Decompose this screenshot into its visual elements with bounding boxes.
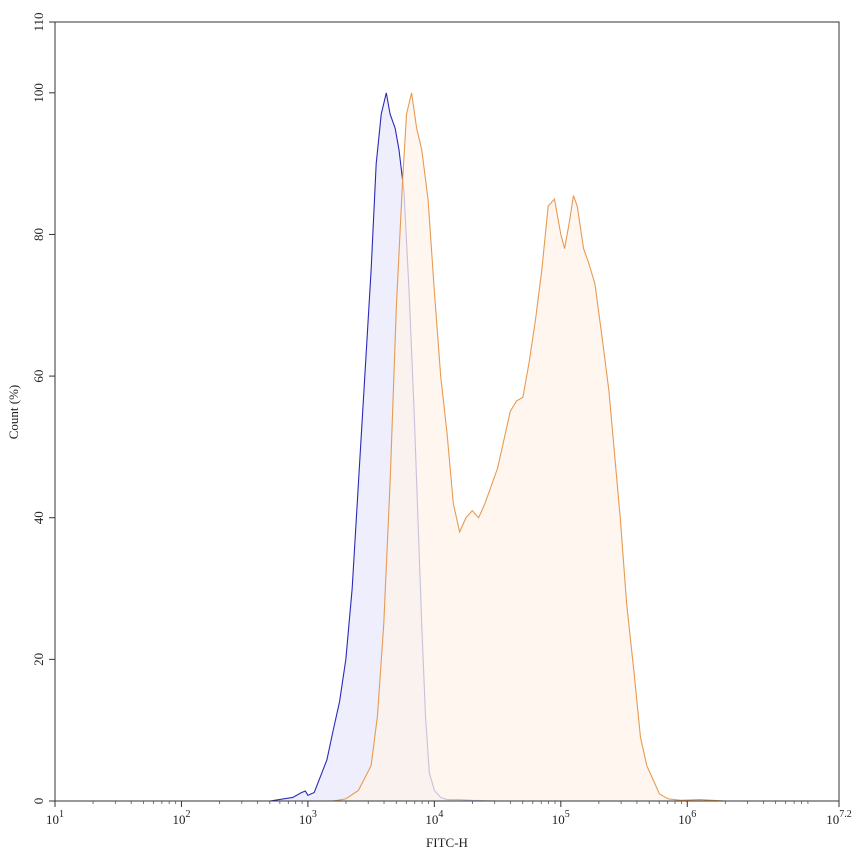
x-tick-label: 103 <box>299 809 317 827</box>
x-tick-label: 106 <box>678 809 696 827</box>
y-tick-label: 110 <box>31 12 46 31</box>
series-2-line <box>333 92 814 802</box>
series-1-area <box>232 92 726 801</box>
x-axis-minor-ticks <box>92 801 809 804</box>
x-tick-label: 105 <box>552 809 570 827</box>
series-layer <box>232 92 814 802</box>
x-tick-label: 107.2 <box>826 809 852 827</box>
x-tick-label: 101 <box>46 809 64 827</box>
x-axis-title: FITC-H <box>426 835 468 850</box>
plot-frame <box>54 21 840 802</box>
y-tick-label: 60 <box>31 370 46 383</box>
y-tick-label: 100 <box>31 83 46 103</box>
y-axis-ticks: 0 20 40 60 80 100 110 <box>31 12 55 804</box>
x-tick-label: 104 <box>425 809 443 827</box>
x-tick-label: 102 <box>172 809 190 827</box>
series-2-area <box>333 92 814 801</box>
x-axis-ticks: 101 102 103 104 105 106 107.2 <box>46 801 852 827</box>
y-tick-label: 0 <box>31 798 46 805</box>
y-axis-title: Count (%) <box>6 385 21 440</box>
y-tick-label: 80 <box>31 228 46 241</box>
y-tick-label: 20 <box>31 653 46 666</box>
y-tick-label: 40 <box>31 511 46 524</box>
